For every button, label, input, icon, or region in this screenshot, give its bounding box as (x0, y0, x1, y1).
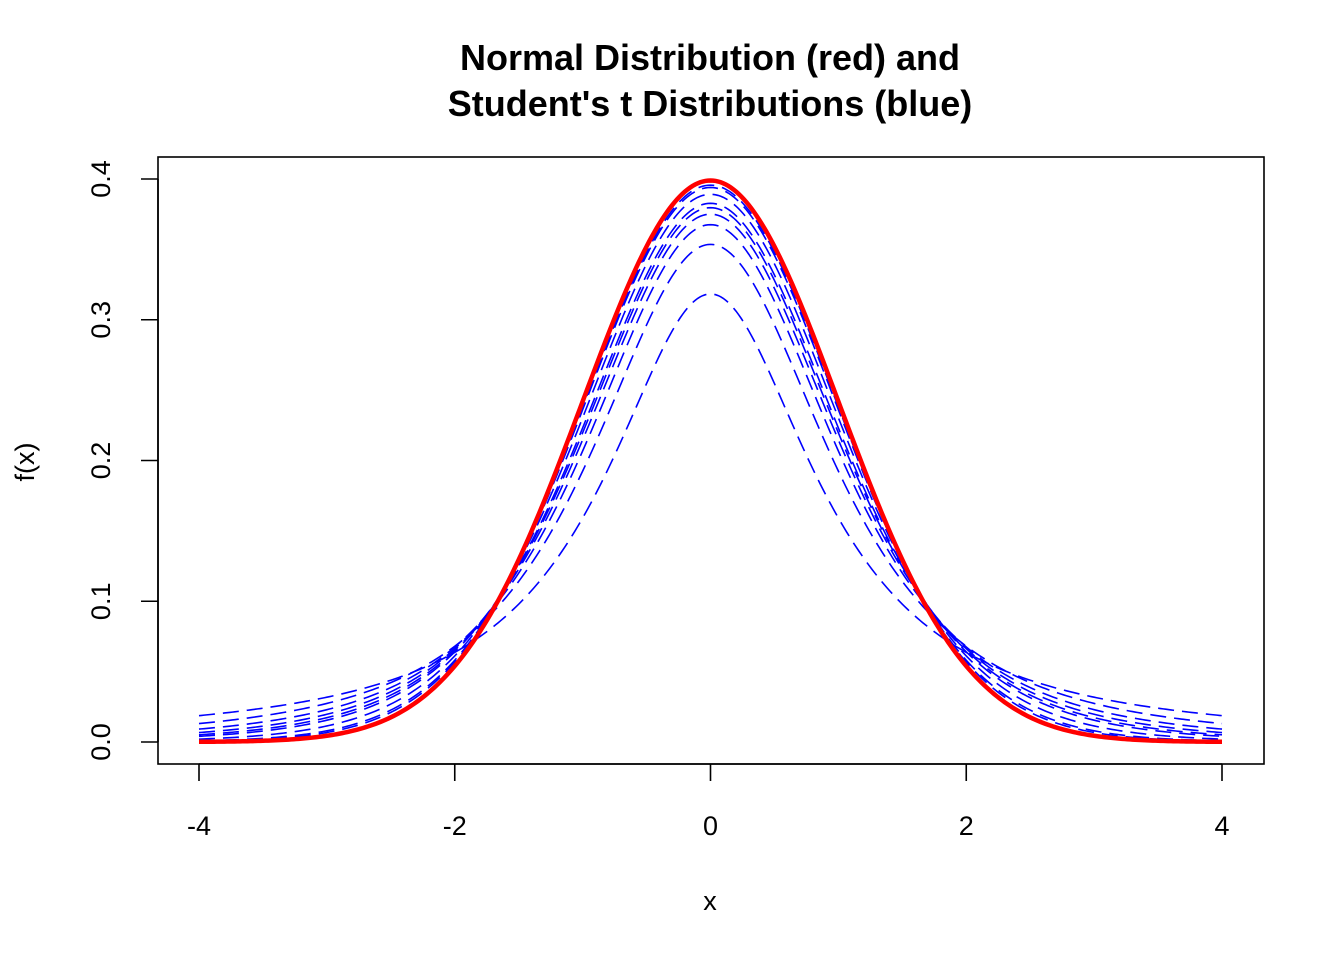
series-line-t-df-20 (198, 186, 1223, 742)
y-tick-label: 0.2 (86, 442, 116, 480)
x-tick-label: 2 (959, 811, 974, 841)
x-axis-label: x (703, 886, 717, 916)
x-tick-label: -2 (443, 811, 467, 841)
series-line-t-df-2 (198, 243, 1223, 725)
y-tick-label: 0.1 (86, 583, 116, 621)
chart-title-line-1: Normal Distribution (red) and (460, 37, 960, 78)
series-line-t-df-4 (198, 213, 1223, 734)
series-line-t-df-10 (198, 193, 1223, 740)
plot-frame (157, 156, 1265, 765)
series-line-t-df-5 (198, 206, 1223, 736)
y-tick-label: 0.0 (86, 723, 116, 761)
chart-title-line-2: Student's t Distributions (blue) (448, 83, 973, 124)
series-line-t-df-1 (198, 293, 1223, 717)
x-tick-label: 4 (1214, 811, 1229, 841)
series-line-t-df-30 (198, 184, 1223, 743)
x-tick-label: -4 (187, 811, 211, 841)
y-tick-label: 0.3 (86, 301, 116, 339)
series-layer (198, 178, 1223, 745)
x-tick-label: 0 (703, 811, 718, 841)
y-axis: 0.0 0.1 0.2 0.3 0.4 (86, 160, 159, 761)
y-tick-label: 0.4 (86, 160, 116, 198)
series-line-t-df-6 (198, 202, 1223, 738)
series-line-t-df-3 (198, 223, 1223, 730)
x-axis: -4 -2 0 2 4 (187, 763, 1230, 841)
series-line-normal (198, 178, 1223, 745)
y-axis-label: f(x) (10, 443, 40, 482)
